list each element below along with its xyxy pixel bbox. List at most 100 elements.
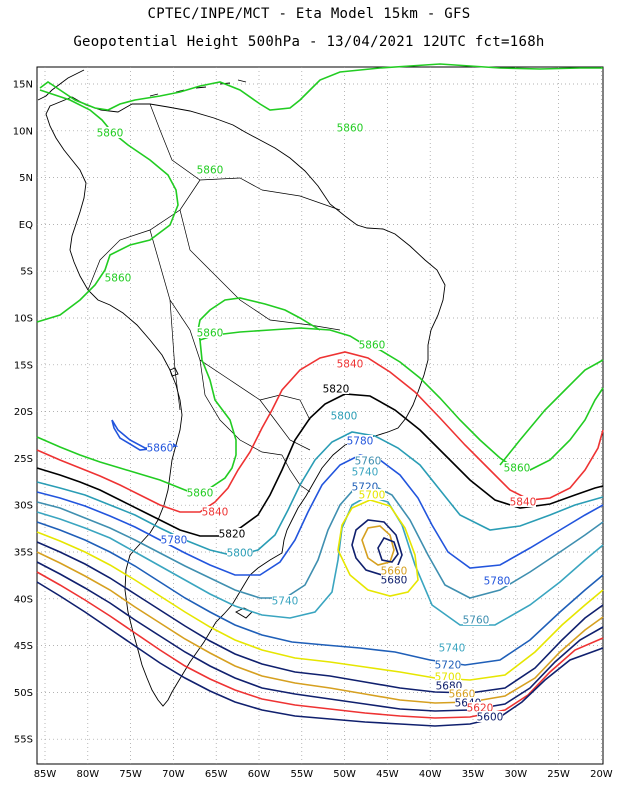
contour-label: 5860	[197, 328, 224, 340]
lon-label: 20W	[590, 769, 613, 780]
lon-label: 80W	[76, 769, 99, 780]
lat-label: 25S	[14, 454, 33, 465]
contour-label-bg	[355, 455, 381, 466]
contour-label-bg	[510, 496, 536, 507]
contour-label-bg	[347, 435, 373, 446]
contour-label: 5700	[359, 490, 386, 502]
contour-label-bg	[504, 462, 530, 473]
contour-label: 5860	[504, 463, 531, 475]
contour-label-bg	[197, 327, 223, 338]
contour-line-5600	[36, 581, 604, 727]
map-frame	[36, 66, 604, 765]
south-america-coastline	[45, 96, 446, 707]
contour-label-bg	[337, 122, 363, 133]
contour-label-bg	[463, 614, 489, 625]
contour-line-5640	[377, 537, 399, 563]
contour-label-bg	[449, 688, 475, 699]
contour-line-5860	[499, 359, 604, 466]
central-america-coastline	[37, 69, 85, 101]
contour-label-bg	[435, 671, 461, 682]
contour-label: 5840	[337, 359, 364, 371]
contour-label: 5800	[227, 548, 254, 560]
contour-label: 5800	[331, 411, 358, 423]
lon-label: 70W	[162, 769, 185, 780]
contour-label: 5740	[439, 643, 466, 655]
caribbean-islands	[149, 79, 247, 97]
contour-label: 5760	[463, 615, 490, 627]
contour-label: 5860	[359, 340, 386, 352]
contour-label: 5860	[197, 165, 224, 177]
contour-label-bg	[484, 575, 510, 586]
contour-line-5640	[36, 561, 604, 712]
contour-label-bg	[359, 489, 385, 500]
contour-label-bg	[381, 565, 407, 576]
contour-label: 5780	[161, 535, 188, 547]
chart-title-line2: Geopotential Height 500hPa - 13/04/2021 …	[73, 34, 545, 50]
contour-label: 5840	[202, 507, 229, 519]
contour-label: 5860	[105, 273, 132, 285]
lat-label: 15S	[14, 360, 33, 371]
contour-line-5800	[36, 431, 604, 557]
contour-label: 5820	[219, 529, 246, 541]
contour-label-bg	[352, 466, 378, 477]
contour-line-5720	[36, 521, 604, 666]
lat-label: 40S	[14, 594, 33, 605]
contour-label-bg	[439, 642, 465, 653]
contour-label-bg	[227, 547, 253, 558]
lon-label: 40W	[419, 769, 442, 780]
lon-label: 85W	[34, 769, 57, 780]
contour-label-bg	[187, 487, 213, 498]
contour-label-bg	[331, 410, 357, 421]
contour-line-5860	[36, 89, 179, 323]
lat-label: 35S	[14, 548, 33, 559]
contour-label-bg	[435, 659, 461, 670]
lon-label: 25W	[547, 769, 570, 780]
contour-label: 5780	[347, 436, 374, 448]
contour-line-5660	[361, 525, 395, 566]
latitude-labels: 15N 10N 5N EQ 5S 10S 15S 20S 25S 30S 35S 40S 45S 50S 5…	[13, 80, 33, 746]
contour-label: 5860	[97, 128, 124, 140]
contour-label-bg	[97, 127, 123, 138]
contour-label-bg	[105, 272, 131, 283]
lon-label: 75W	[119, 769, 142, 780]
contour-label-bg	[197, 164, 223, 175]
contour-label: 5860	[187, 488, 214, 500]
contour-label: 5760	[355, 456, 382, 468]
contour-line-5680	[351, 519, 403, 576]
lon-label: 65W	[205, 769, 228, 780]
contour-line-5820	[36, 393, 604, 537]
contour-label-bg	[272, 595, 298, 606]
contour-label: 5740	[272, 596, 299, 608]
contour-label-bg	[477, 711, 503, 722]
contour-label: 5780	[484, 576, 511, 588]
contour-label-bg	[323, 383, 349, 394]
contour-line-5700	[36, 531, 604, 681]
lon-label: 30W	[504, 769, 527, 780]
contour-label: 5720	[435, 660, 462, 672]
graticule-grid	[37, 67, 603, 764]
contour-labels: 5860 5860 5860 5860 5860 5860 5860 5860 5860 5840…	[97, 122, 536, 724]
contour-label-bg	[467, 702, 493, 713]
contour-line-5860	[197, 297, 321, 341]
lat-label: 30S	[14, 501, 33, 512]
lat-label: 20S	[14, 407, 33, 418]
contour-label-bg	[352, 481, 378, 492]
contour-label-bg	[359, 339, 385, 350]
contour-label: 5660	[381, 566, 408, 578]
lon-label: 35W	[462, 769, 485, 780]
contour-label-bg	[436, 680, 462, 691]
contour-label: 5860	[337, 123, 364, 135]
lat-label: EQ	[19, 220, 33, 231]
lat-label: 15N	[13, 80, 33, 91]
contour-label-bg	[219, 528, 245, 539]
contour-label: 5860	[147, 443, 174, 455]
longitude-labels: 85W 80W 75W 70W 65W 60W 55W 50W 45W 40W 35W 30W 25W 2…	[34, 769, 613, 780]
lon-label: 50W	[333, 769, 356, 780]
contour-line-5680	[36, 541, 604, 694]
contour-label-bg	[337, 358, 363, 369]
country-borders	[87, 103, 341, 493]
lat-label: 50S	[14, 688, 33, 699]
contour-label-bg	[161, 534, 187, 545]
lat-label: 10S	[14, 314, 33, 325]
